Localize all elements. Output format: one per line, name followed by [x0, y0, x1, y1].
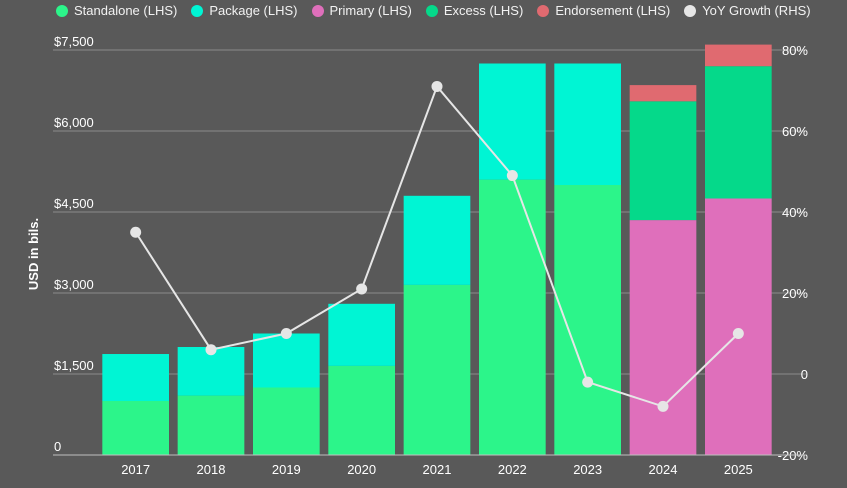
bars — [102, 44, 772, 455]
x-tick-label: 2018 — [197, 462, 226, 477]
chart-legend: Standalone (LHS) Package (LHS) Primary (LH… — [56, 3, 811, 18]
legend-label: Endorsement (LHS) — [555, 3, 671, 18]
y2-tick-label: 40% — [782, 205, 808, 220]
legend-swatch — [311, 4, 324, 17]
yoy-growth-point — [205, 344, 217, 356]
bar-segment — [704, 66, 772, 199]
yoy-growth-point — [657, 400, 669, 412]
y2-tick-label: 80% — [782, 43, 808, 58]
legend-item[interactable]: Endorsement (LHS) — [537, 3, 670, 18]
yoy-growth-line — [130, 80, 744, 412]
bar-segment — [704, 198, 772, 455]
yoy-growth-point — [280, 328, 292, 339]
x-tick-label: 2021 — [423, 462, 452, 477]
yoy-growth-point — [431, 80, 443, 92]
yoy-growth-point — [356, 283, 368, 295]
legend-label: Primary (LHS) — [329, 3, 412, 18]
legend-label: Excess (LHS) — [443, 3, 524, 18]
x-tick-label: 2025 — [724, 462, 753, 477]
bar-segment — [403, 195, 471, 285]
bar-segment — [478, 63, 546, 180]
y-tick-label: $1,500 — [54, 358, 94, 373]
bar-segment — [403, 284, 471, 455]
yoy-growth-point — [130, 226, 142, 238]
legend-swatch — [425, 4, 438, 17]
x-tick-label: 2022 — [498, 462, 527, 477]
bar-segment — [252, 387, 320, 455]
legend-label: Package (LHS) — [209, 3, 298, 18]
y2-tick-label: 0 — [801, 367, 808, 382]
bar-segment — [478, 179, 546, 455]
bar-segment — [554, 63, 622, 185]
legend-swatch — [684, 4, 697, 17]
bar-segment — [629, 101, 697, 221]
y2-tick-label: 60% — [782, 124, 808, 139]
bar-segment — [102, 401, 170, 455]
x-tick-label: 2020 — [347, 462, 376, 477]
x-tick-label: 2019 — [272, 462, 301, 477]
legend-swatch — [191, 4, 204, 17]
x-tick-label: 2024 — [649, 462, 678, 477]
yoy-growth-point — [506, 170, 518, 182]
bar-segment — [704, 44, 772, 67]
y-tick-label: $3,000 — [54, 277, 94, 292]
legend-label: YoY Growth (RHS) — [702, 3, 811, 18]
bar-segment — [629, 220, 697, 455]
legend-item[interactable]: YoY Growth (RHS) — [684, 3, 811, 18]
bar-segment — [252, 333, 320, 388]
legend-swatch — [56, 4, 68, 17]
legend-item[interactable]: Excess (LHS) — [425, 3, 524, 18]
bar-segment — [328, 365, 396, 455]
legend-item[interactable]: Primary (LHS) — [311, 3, 412, 18]
axes: 0$1,500$3,000$4,500$6,000$7,500-20%020%4… — [53, 34, 808, 477]
y-tick-label: $4,500 — [54, 196, 94, 211]
y-tick-label: 0 — [54, 439, 61, 454]
bar-segment — [629, 85, 697, 102]
yoy-growth-point — [582, 376, 594, 388]
legend-item[interactable]: Standalone (LHS) — [56, 3, 177, 18]
legend-swatch — [537, 4, 550, 17]
y2-tick-label: 20% — [782, 286, 808, 301]
x-tick-label: 2017 — [121, 462, 150, 477]
bar-segment — [177, 395, 245, 455]
y-tick-label: $6,000 — [54, 115, 94, 130]
x-tick-label: 2023 — [573, 462, 602, 477]
bar-segment — [102, 354, 170, 401]
legend-label: Standalone (LHS) — [74, 3, 178, 18]
y-tick-label: $7,500 — [54, 34, 94, 49]
yoy-growth-point — [732, 328, 744, 339]
legend-item[interactable]: Package (LHS) — [191, 3, 298, 18]
bar-segment — [328, 303, 396, 366]
y-axis-label: USD in bils. — [26, 218, 41, 290]
